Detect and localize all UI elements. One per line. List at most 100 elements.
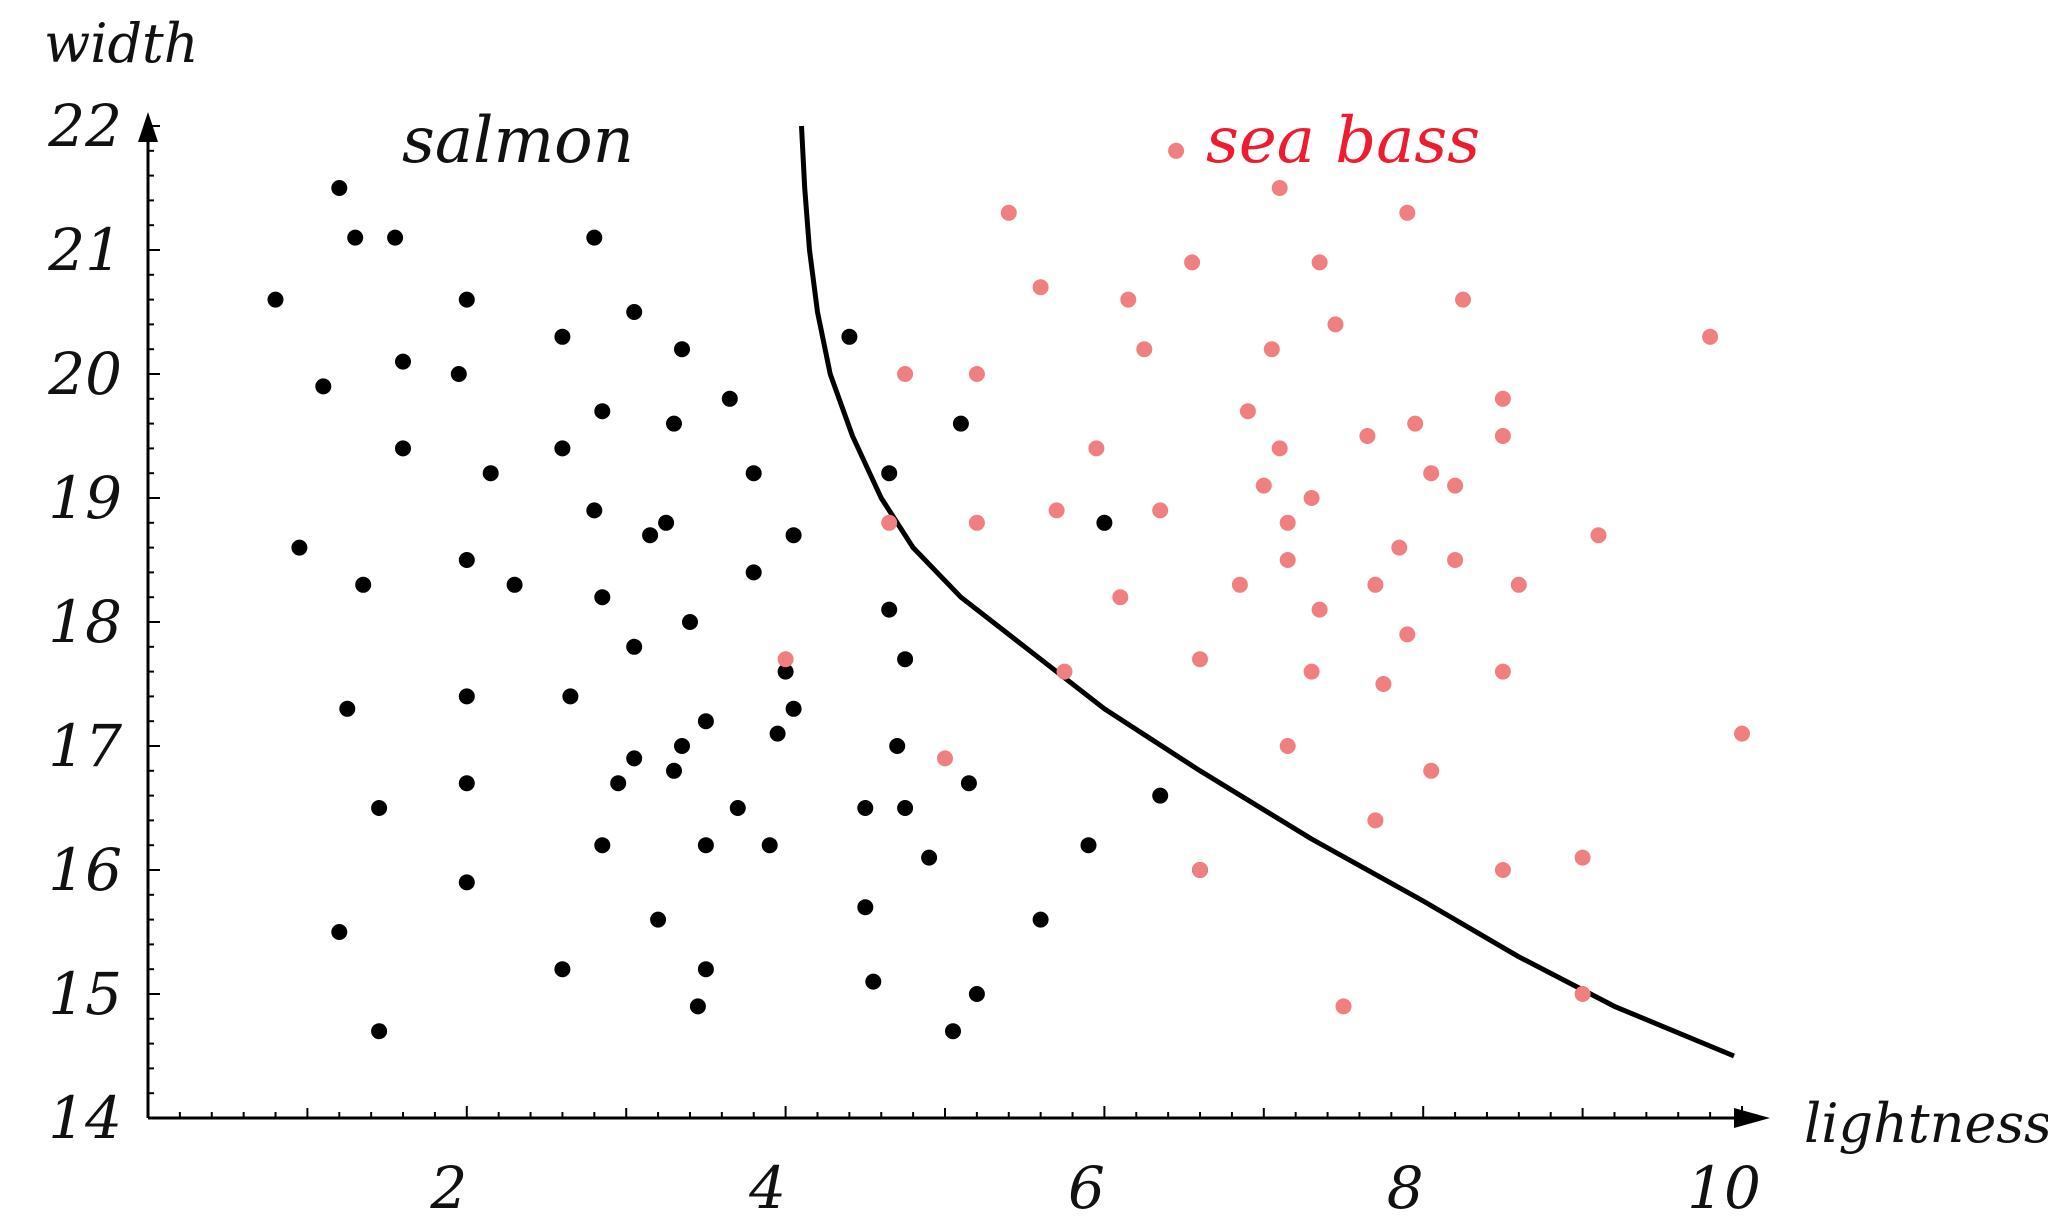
salmon-point [1080,837,1097,854]
sea-bass-point [1279,514,1296,531]
axes: 2 4 6 8 10 14 15 16 17 18 19 20 21 22 [47,92,1770,1222]
x-axis-arrowhead [1734,1108,1770,1128]
sea-bass-point [1327,316,1344,333]
sea-bass-point [1359,428,1376,444]
salmon-point [960,775,977,792]
salmon-point [729,800,746,816]
sea-bass-point [777,651,794,668]
sea-bass-point [1032,279,1049,296]
sea-bass-point [968,366,985,382]
salmon-point [586,502,603,519]
salmon-point [674,738,690,754]
sea-bass-point [1367,576,1384,593]
salmon-point [745,564,762,581]
sea-bass-point [1423,762,1440,779]
sea-bass-point [1152,502,1169,519]
salmon-point [458,688,475,705]
sea-bass-point [1734,725,1750,742]
sea-bass-point [1399,626,1416,643]
sea-bass-point [1455,291,1471,308]
salmon-point [642,527,659,544]
sea-bass-class-label: sea bass [1206,104,1480,178]
sea-bass-point [937,750,953,767]
x-tick-label: 8 [1387,1154,1424,1222]
salmon-point [395,440,411,457]
sea-bass-point [1192,862,1208,878]
salmon-point [339,700,356,717]
salmon-point [610,775,627,792]
salmon-point [761,837,778,854]
salmon-point [721,390,738,407]
y-tick-label: 22 [47,92,122,160]
sea-bass-point [1120,291,1137,308]
sea-bass-point [1271,180,1288,196]
sea-bass-point [1271,440,1288,457]
salmon-point [458,552,475,568]
salmon-point [881,601,898,618]
salmon-point [1096,514,1113,531]
sea-bass-point [1263,341,1280,358]
salmon-point [650,911,667,928]
y-tick-label: 14 [48,1084,122,1152]
salmon-point [865,973,882,990]
sea-bass-point [1407,415,1424,432]
x-tick-label: 4 [748,1154,786,1222]
salmon-point [745,465,762,482]
sea-bass-point [1231,576,1248,593]
y-tick-label: 16 [48,836,122,904]
salmon-point [857,800,874,816]
sea-bass-point [1303,490,1320,506]
sea-bass-point [1391,539,1408,556]
sea-bass-point [1311,254,1328,271]
salmon-point [881,465,898,482]
salmon-point [769,725,786,742]
sea-bass-point [1088,440,1105,457]
sea-bass-point [1447,477,1464,494]
salmon-point [626,638,643,655]
salmon-point [857,899,874,916]
salmon-point [458,775,475,792]
sea-bass-point [1423,465,1440,482]
sea-bass-point [1056,663,1073,680]
salmon-point [674,341,690,358]
salmon-point [841,328,858,345]
salmon-point [785,527,802,544]
data-points-layer [267,142,1750,1040]
x-tick-label: 6 [1068,1154,1105,1222]
salmon-point [626,304,643,320]
salmon-point [785,700,802,717]
y-axis-label: width [44,12,199,75]
sea-bass-point [1375,676,1392,692]
salmon-point [315,378,332,395]
salmon-point [554,328,571,345]
sea-bass-point [1303,663,1320,680]
y-tick-label: 18 [48,588,122,656]
decision-boundary-layer [799,125,1735,1059]
sea-bass-point [1255,477,1272,494]
sea-bass-series [777,142,1750,1015]
salmon-point [889,738,906,754]
salmon-point [482,465,499,482]
salmon-point [291,539,308,556]
salmon-class-label: salmon [402,104,634,178]
sea-bass-point [1447,552,1464,568]
salmon-point [697,713,714,730]
salmon-point [355,576,372,593]
salmon-point [1152,787,1169,804]
salmon-point [562,688,579,705]
sea-bass-point [1574,986,1591,1002]
sea-bass-point [1279,552,1296,568]
salmon-point [658,514,675,531]
sea-bass-point [1399,204,1416,221]
salmon-point [331,180,348,196]
salmon-point [921,849,938,866]
salmon-point [968,986,985,1002]
sea-bass-point [1048,502,1065,519]
sea-bass-point [897,366,914,382]
salmon-point [554,440,571,457]
x-axis-label: lightness [1804,1092,2048,1155]
y-tick-label: 17 [48,712,122,780]
sea-bass-point [1239,403,1256,420]
salmon-point [458,874,475,891]
